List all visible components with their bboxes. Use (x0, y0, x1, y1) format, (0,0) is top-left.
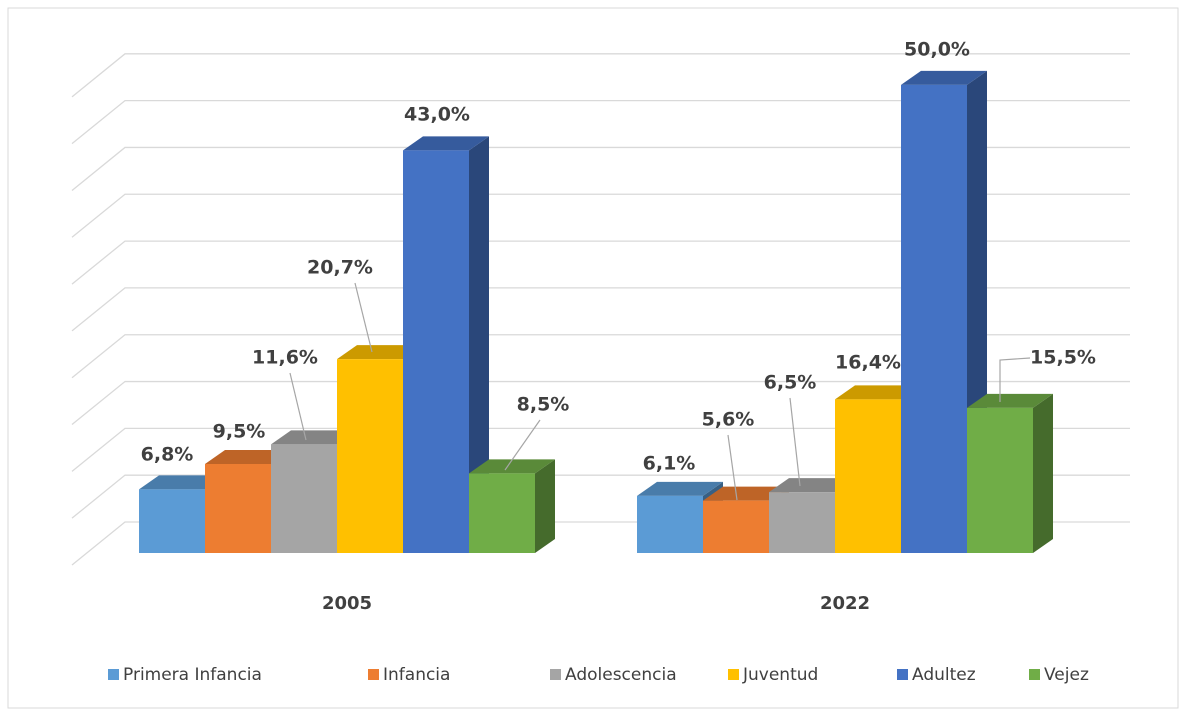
bar-top (901, 70, 987, 85)
bar-front (703, 500, 769, 553)
bar-front (637, 495, 703, 553)
bar-front (403, 150, 469, 553)
grid-line (71, 287, 1130, 332)
bar (469, 459, 555, 553)
value-label: 43,0% (404, 104, 470, 126)
value-label: 16,4% (835, 352, 901, 374)
bar-top (403, 136, 489, 151)
value-label: 9,5% (213, 421, 266, 443)
bar-side (1033, 393, 1053, 553)
value-label: 8,5% (517, 394, 570, 416)
bar-top (967, 393, 1053, 408)
bar-top (271, 430, 357, 445)
chart-frame (7, 7, 1179, 709)
legend-label: Adultez (912, 665, 976, 685)
value-label: 20,7% (307, 257, 373, 279)
bar (403, 136, 489, 553)
legend-label: Vejez (1044, 665, 1089, 685)
bar-top (337, 345, 423, 360)
bar-front (337, 359, 403, 553)
x-tick-label: 2022 (820, 593, 870, 614)
bar-side (535, 459, 555, 553)
bar (967, 393, 1053, 553)
legend-swatch (108, 669, 119, 680)
bar-front (205, 464, 271, 553)
bar-front (139, 489, 205, 553)
grid-line (71, 193, 1130, 238)
bar-side (469, 136, 489, 553)
bar-front (901, 84, 967, 554)
grid-line (71, 334, 1130, 379)
legend-label: Juventud (742, 665, 818, 685)
x-tick-label: 2005 (322, 593, 372, 614)
bar-front (469, 473, 535, 553)
bar-top (835, 385, 921, 400)
legend-swatch (728, 669, 739, 680)
bar-front (271, 444, 337, 553)
leader-line (727, 434, 738, 501)
value-label: 6,1% (643, 453, 696, 475)
legend-swatch (1029, 669, 1040, 680)
legend-label: Adolescencia (565, 665, 677, 685)
value-label: 15,5% (1030, 347, 1096, 369)
value-label: 11,6% (252, 347, 318, 369)
leader-line (789, 397, 801, 487)
value-label: 5,6% (702, 409, 755, 431)
legend-label: Infancia (383, 665, 450, 685)
bar-front (967, 407, 1033, 553)
value-label: 6,8% (141, 444, 194, 466)
grid-line (71, 474, 1130, 519)
leader-line (999, 357, 1031, 402)
bar-top (637, 481, 723, 496)
legend-swatch (368, 669, 379, 680)
grid-line (71, 146, 1130, 191)
bar-front (769, 492, 835, 553)
grid-line (71, 240, 1130, 285)
grid-line (71, 99, 1130, 145)
bar-front (835, 399, 901, 553)
legend-label: Primera Infancia (123, 665, 262, 685)
legend-swatch (550, 669, 561, 680)
bar-top (205, 450, 291, 465)
value-label: 50,0% (904, 39, 970, 61)
bar-top (769, 478, 855, 493)
bar-top (139, 475, 225, 490)
leader-line (289, 372, 307, 441)
grid-line (71, 53, 1130, 98)
grid-line (71, 380, 1130, 426)
leader-line (354, 282, 373, 353)
leader-line (504, 419, 541, 471)
value-label: 6,5% (764, 372, 817, 394)
legend-swatch (897, 669, 908, 680)
grid-line (71, 427, 1130, 472)
bar-top (469, 459, 555, 474)
bar-top (703, 486, 789, 501)
